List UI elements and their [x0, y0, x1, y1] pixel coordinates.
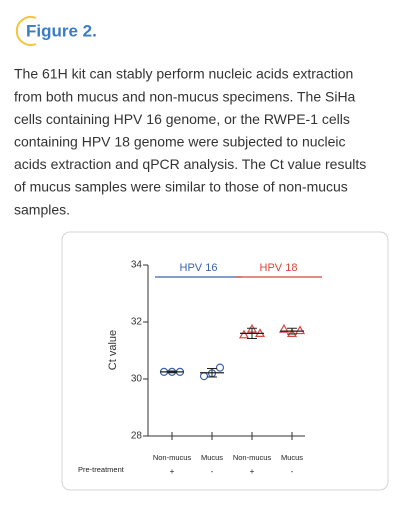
paragraph-line: from both mucus and non-mucus specimens.…: [14, 88, 356, 104]
y-tick-label: 34: [131, 260, 143, 271]
error-bar: [167, 370, 177, 374]
treatment-label: -: [211, 467, 214, 476]
y-tick-label: 28: [131, 431, 143, 442]
figure-title: Figure 2.: [26, 21, 97, 40]
x-tick-label: Non-mucus: [233, 453, 272, 462]
data-point: [278, 323, 290, 333]
error-bar: [207, 367, 217, 378]
error-bar: [287, 327, 297, 335]
data-point: [238, 329, 250, 339]
paragraph-line: cells containing HPV 16 genome, or the R…: [14, 111, 350, 127]
y-axis-label: Ct value: [107, 330, 119, 370]
group-label: HPV 18: [260, 262, 298, 274]
data-point: [286, 328, 298, 337]
treatment-label: +: [170, 467, 175, 476]
paragraph-line: samples.: [14, 201, 70, 217]
paragraph-line: The 61H kit can stably perform nucleic a…: [14, 66, 353, 82]
error-bar: [247, 327, 257, 340]
title-decoration: [15, 16, 37, 46]
row-label: Pre-treatment: [78, 465, 125, 474]
figure-frame: [61, 231, 389, 491]
y-tick-label: 32: [131, 317, 143, 328]
paragraph-line: acids extraction and qPCR analysis. The …: [14, 156, 366, 172]
y-tick-label: 30: [131, 374, 143, 385]
data-point: [294, 325, 306, 335]
treatment-label: +: [250, 467, 255, 476]
x-tick-label: Mucus: [281, 453, 303, 462]
data-point: [199, 372, 209, 381]
x-tick-label: Mucus: [201, 453, 223, 462]
group-label: HPV 16: [180, 262, 218, 274]
paragraph-line: of mucus samples were similar to those o…: [14, 179, 348, 195]
data-point: [215, 363, 225, 372]
x-tick-label: Non-mucus: [153, 453, 192, 462]
treatment-label: -: [291, 467, 294, 476]
paragraph-line: containing HPV 18 genome were subjected …: [14, 134, 346, 150]
